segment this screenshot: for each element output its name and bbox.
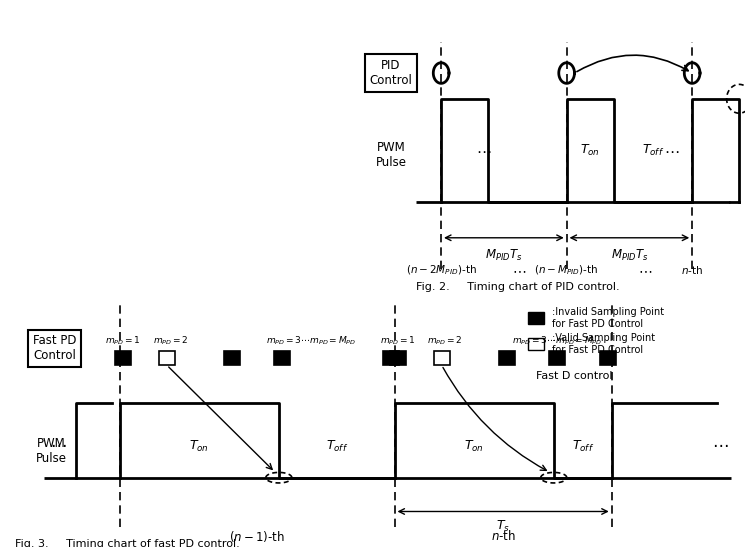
Text: $T_{off}$: $T_{off}$ — [572, 439, 594, 453]
Text: $n$-th: $n$-th — [491, 529, 516, 543]
Text: $\cdots$: $\cdots$ — [712, 435, 728, 453]
Bar — [159, 351, 175, 365]
Text: $m_{PD}=1$: $m_{PD}=1$ — [105, 335, 141, 347]
Text: $\cdots$: $\cdots$ — [50, 435, 66, 453]
Text: $T_{on}$: $T_{on}$ — [581, 143, 600, 158]
Bar — [434, 351, 450, 365]
Text: :Valid Sampling Point
for Fast PD Control: :Valid Sampling Point for Fast PD Contro… — [552, 333, 654, 355]
Text: $(n - M_{PID})$-th: $(n - M_{PID})$-th — [535, 264, 599, 277]
Text: Fig. 2.     Timing chart of PID control.: Fig. 2. Timing chart of PID control. — [416, 282, 620, 292]
Text: $m_{PD}=2$: $m_{PD}=2$ — [428, 335, 463, 347]
Text: $T_{off}$: $T_{off}$ — [642, 143, 664, 158]
Text: $m_{PD}=3\cdots m_{PD}=M_{PD}$: $m_{PD}=3\cdots m_{PD}=M_{PD}$ — [267, 335, 357, 347]
Text: $(n-1)$-th: $(n-1)$-th — [229, 529, 285, 544]
Bar — [224, 351, 239, 365]
Text: $\cdots$: $\cdots$ — [664, 143, 679, 158]
Text: $M_{PID}T_s$: $M_{PID}T_s$ — [485, 248, 523, 263]
Text: $\cdots$: $\cdots$ — [476, 143, 491, 158]
Text: $\cdots$: $\cdots$ — [638, 264, 652, 277]
Text: Fig. 3.     Timing chart of fast PD control.: Fig. 3. Timing chart of fast PD control. — [15, 539, 239, 547]
Text: $m_{PD}=2$: $m_{PD}=2$ — [153, 335, 188, 347]
Bar — [390, 351, 406, 365]
Text: $T_{on}$: $T_{on}$ — [464, 439, 484, 453]
Text: PID
Control: PID Control — [370, 59, 413, 87]
Text: PWM
Pulse: PWM Pulse — [376, 142, 407, 170]
Bar — [550, 351, 566, 365]
Text: Fast PD
Control: Fast PD Control — [33, 335, 76, 363]
Bar — [600, 351, 616, 365]
Bar — [498, 351, 515, 365]
Text: PWM
Pulse: PWM Pulse — [35, 438, 66, 465]
Text: $\cdots$: $\cdots$ — [513, 264, 526, 277]
Text: $T_{on}$: $T_{on}$ — [189, 439, 209, 453]
Text: :Invalid Sampling Point
for Fast PD Control: :Invalid Sampling Point for Fast PD Cont… — [552, 307, 663, 329]
Bar — [529, 338, 544, 350]
Bar — [275, 351, 291, 365]
Text: $T_s$: $T_s$ — [496, 519, 510, 534]
Bar — [529, 312, 544, 324]
Text: $M_{PID}T_s$: $M_{PID}T_s$ — [611, 248, 648, 263]
Text: $m_{PD}=1$: $m_{PD}=1$ — [380, 335, 416, 347]
Bar — [383, 351, 399, 365]
Bar — [115, 351, 131, 365]
Text: Fast D control: Fast D control — [535, 371, 612, 381]
Text: $T_{off}$: $T_{off}$ — [325, 439, 348, 453]
Text: $m_{PD}=3\cdots m_{PD}=M_{PD}$: $m_{PD}=3\cdots m_{PD}=M_{PD}$ — [512, 335, 602, 347]
Text: $(n - 2M_{PID})$-th: $(n - 2M_{PID})$-th — [406, 264, 477, 277]
Text: $n$-th: $n$-th — [681, 264, 703, 276]
